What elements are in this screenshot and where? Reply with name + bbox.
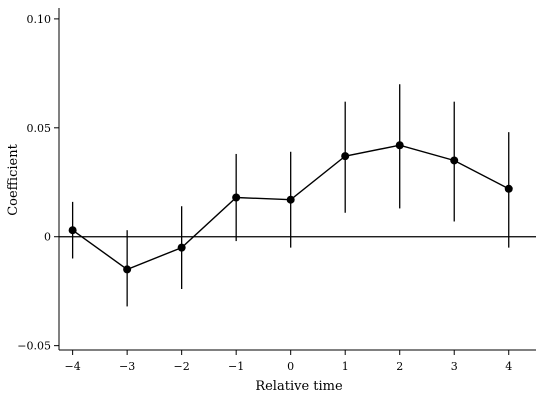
x-tick-label: 4 <box>505 360 512 373</box>
x-tick-label: −3 <box>119 360 135 373</box>
x-tick-label: 0 <box>287 360 294 373</box>
y-axis-label: Coefficient <box>6 143 21 215</box>
y-tick-label: 0 <box>44 231 51 244</box>
axes: −0.05 0 0.05 0.10 −4 −3 −2 −1 0 1 2 3 4 <box>17 8 536 373</box>
data-point <box>341 152 350 161</box>
x-axis-label: Relative time <box>255 379 343 394</box>
data-points <box>68 141 513 274</box>
data-point <box>177 243 186 252</box>
x-tick-label: 3 <box>451 360 458 373</box>
x-tick-label: −4 <box>65 360 81 373</box>
y-tick-label: −0.05 <box>17 340 51 353</box>
data-point <box>450 156 459 165</box>
data-point <box>395 141 404 150</box>
data-point <box>123 265 132 274</box>
x-tick-label: 1 <box>342 360 349 373</box>
data-point <box>68 226 77 235</box>
x-tick-label: −2 <box>174 360 190 373</box>
error-bars <box>71 84 510 307</box>
data-point <box>286 195 295 204</box>
x-tick-label: 2 <box>396 360 403 373</box>
data-point <box>232 193 241 202</box>
data-point <box>504 184 513 193</box>
x-tick-label: −1 <box>228 360 244 373</box>
y-tick-label: 0.10 <box>27 13 52 26</box>
y-tick-label: 0.05 <box>27 122 52 135</box>
